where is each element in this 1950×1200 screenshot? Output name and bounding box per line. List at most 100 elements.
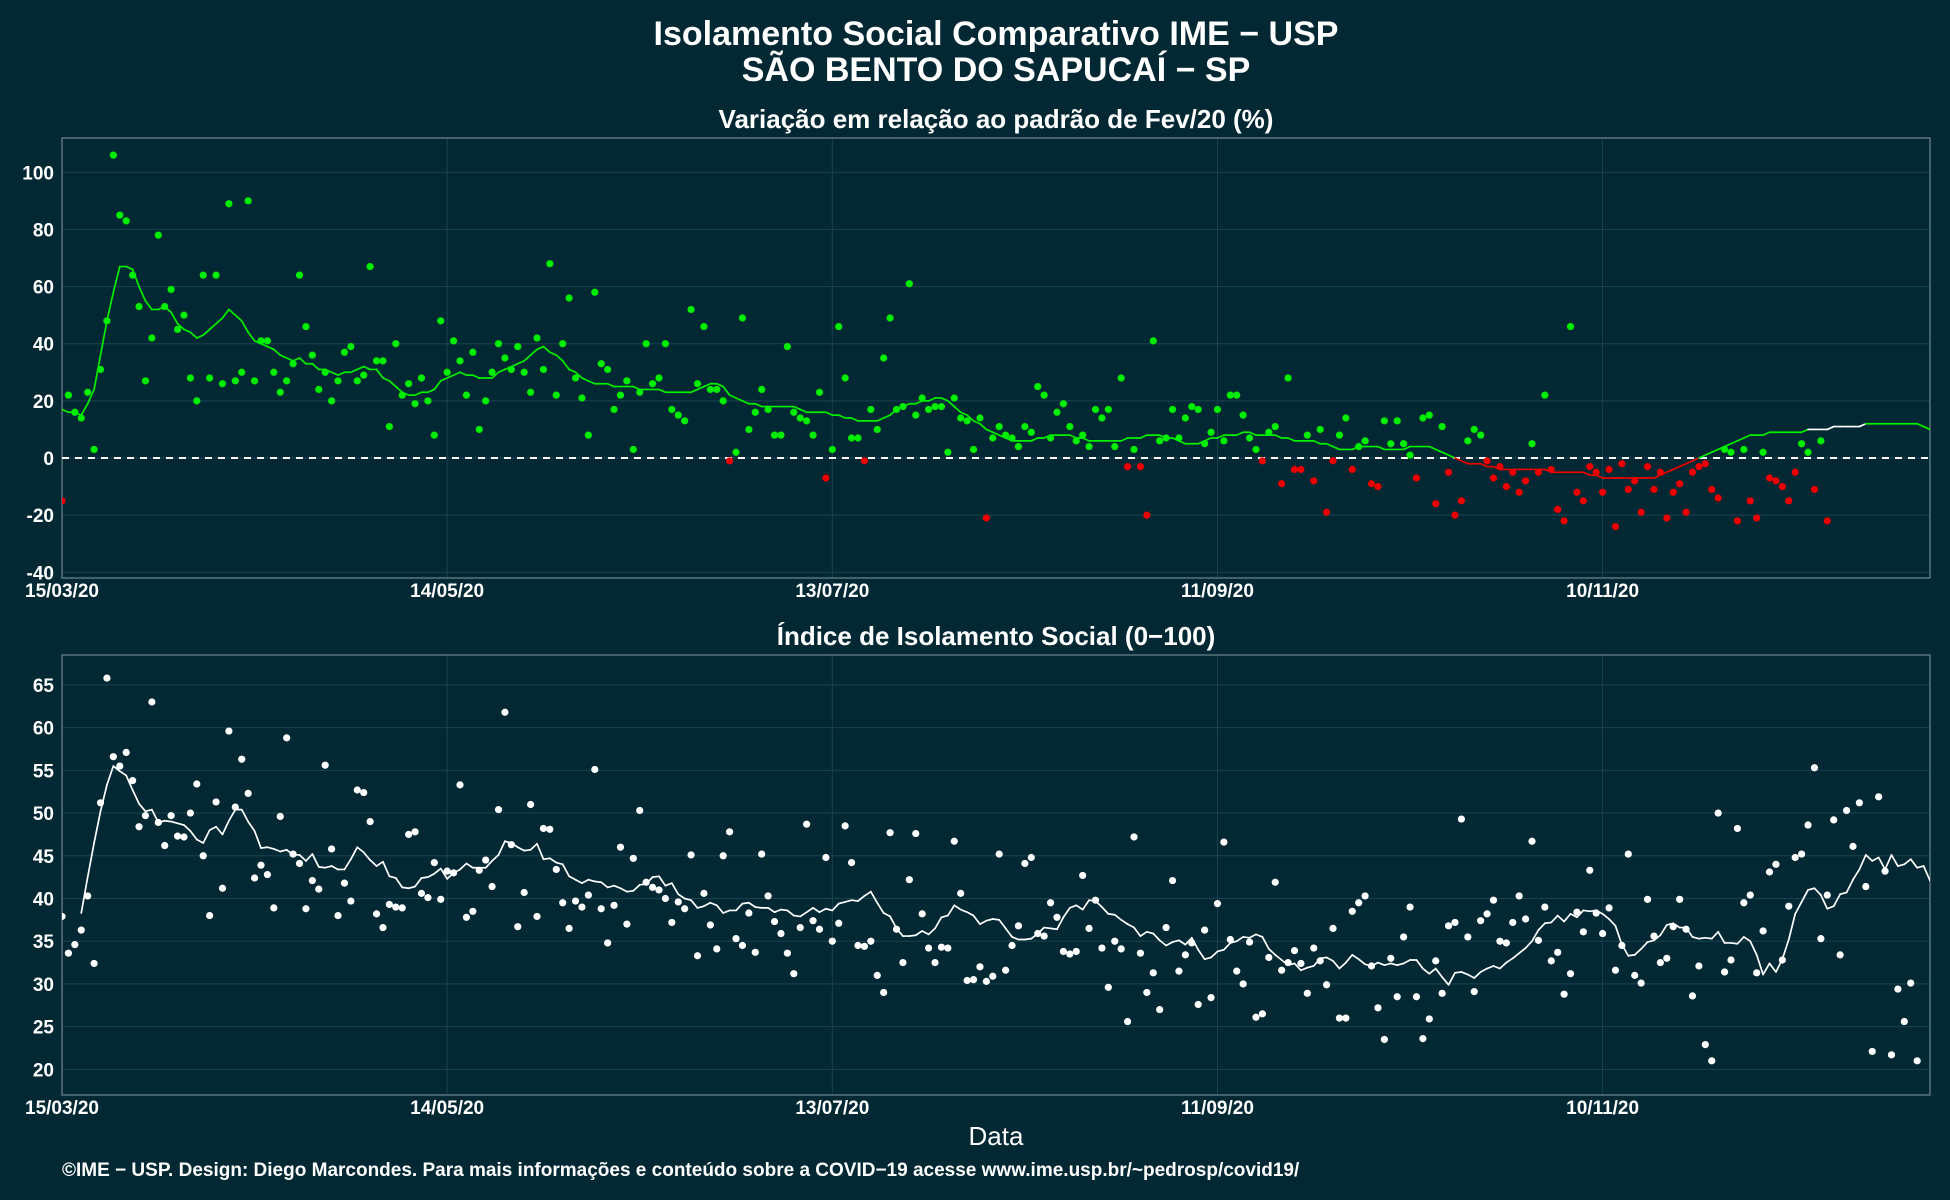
p2-data-point [597,905,605,913]
p1-data-point [1624,485,1632,494]
p2-y-tick-label: 25 [33,1018,55,1039]
p2-data-point [623,920,631,928]
p2-data-point [1201,926,1209,934]
p2-data-point [1765,868,1774,876]
p1-data-point [1432,500,1440,508]
p2-data-point [950,837,958,845]
p2-smooth-line-segment [1787,913,1797,941]
p2-smooth-line-segment [1518,947,1527,955]
p2-smooth-line-segment [587,878,596,883]
p1-y-tick-label: -40 [27,563,54,584]
p2-data-point [1258,1010,1266,1018]
p1-smooth-line-segment [189,331,198,339]
p2-data-point [443,867,451,875]
p2-smooth-line-segment [1563,913,1572,923]
p1-x-tick-label: 10/11/20 [1566,581,1639,602]
p2-data-point [482,856,490,864]
p1-data-point [437,317,445,325]
p2-data-point [655,886,663,894]
p2-data-point [1175,967,1183,975]
p2-data-point [565,924,573,932]
p1-smooth-line-segment [1736,437,1745,442]
p2-data-point [937,943,946,951]
p1-data-point [116,211,124,219]
p2-data-point [681,905,689,913]
p2-smooth-line-segment [574,878,583,884]
p2-data-point [918,910,926,918]
p1-data-point [1156,437,1164,445]
p1-data-point [1579,497,1587,505]
p2-smooth-line-segment [388,875,397,879]
p2-data-point [488,882,496,891]
p2-smooth-line-segment [1640,941,1649,950]
p1-smooth-line-segment [1454,457,1463,462]
p2-data-point [803,820,811,828]
p1-smooth-line-segment [953,405,962,414]
p1-data-point [533,334,541,342]
p1-smooth-line-segment [221,308,230,319]
p2-smooth-line-segment [882,912,891,918]
p2-data-point [1021,859,1029,868]
p2-data-point [206,911,214,920]
p2-smooth-line-segment [247,820,256,832]
p2-smooth-line-segment [542,857,551,861]
p1-data-point [283,377,291,385]
p1-smooth-line-segment [337,371,346,376]
p2-smooth-line-segment [1242,936,1251,939]
p1-data-point [1175,434,1183,442]
p1-data-point [1547,465,1555,474]
p1-data-point [206,374,214,382]
p2-data-point [1181,951,1189,959]
p2-data-point [1156,1005,1164,1014]
p2-smooth-line-segment [876,901,885,914]
p2-smooth-line-segment [1389,962,1399,966]
p1-smooth-line-segment [183,328,192,334]
p2-smooth-line-segment [1255,933,1264,938]
p1-data-point [1701,460,1709,468]
p2-data-point [1419,1035,1427,1043]
p2-y-tick-label: 30 [33,975,54,996]
p2-smooth-line-segment [1415,959,1424,970]
p1-smooth-line-segment [979,422,988,431]
p1-data-point [308,351,316,359]
p1-smooth-line-segment [568,368,577,374]
p2-data-point [1297,959,1305,968]
p2-data-point [1168,876,1177,885]
p2-x-tick-label: 15/03/20 [25,1098,99,1119]
p2-y-tick-label: 65 [33,676,55,697]
p1-smooth-line-segment [728,394,737,399]
p1-data-point [353,377,361,385]
p2-data-point [1836,951,1844,959]
p2-data-point [1618,941,1626,950]
p2-smooth-line-segment [491,854,500,862]
p2-smooth-line-segment [343,858,352,871]
p1-data-point [681,417,689,425]
p2-smooth-line-segment [253,830,262,849]
p2-smooth-line-segment [1614,924,1623,946]
p2-data-point [584,891,592,899]
p1-data-point [1592,468,1600,476]
p1-data-point [1470,425,1478,434]
p1-data-point [360,371,368,379]
p2-data-point [385,900,393,909]
p2-smooth-line-segment [1133,926,1142,937]
p2-data-point [1040,932,1048,940]
p2-smooth-line-segment [1479,967,1488,973]
p2-smooth-line-segment [991,918,1001,921]
p1-data-point [1104,405,1112,414]
p2-data-point [225,727,233,735]
p1-data-point [96,365,105,374]
p1-data-point [1040,391,1048,399]
p2-data-point [218,884,227,892]
p2-data-point [250,874,259,882]
p1-data-point [1419,414,1427,422]
p2-data-point [1900,1017,1908,1026]
p1-data-point [982,514,990,522]
p2-data-point [1515,892,1523,900]
p2-smooth-line-segment [298,854,307,862]
p2-data-point [944,944,952,952]
p1-data-point [1066,422,1074,431]
p1-data-point [860,457,869,465]
p2-smooth-line-segment [1627,954,1636,957]
